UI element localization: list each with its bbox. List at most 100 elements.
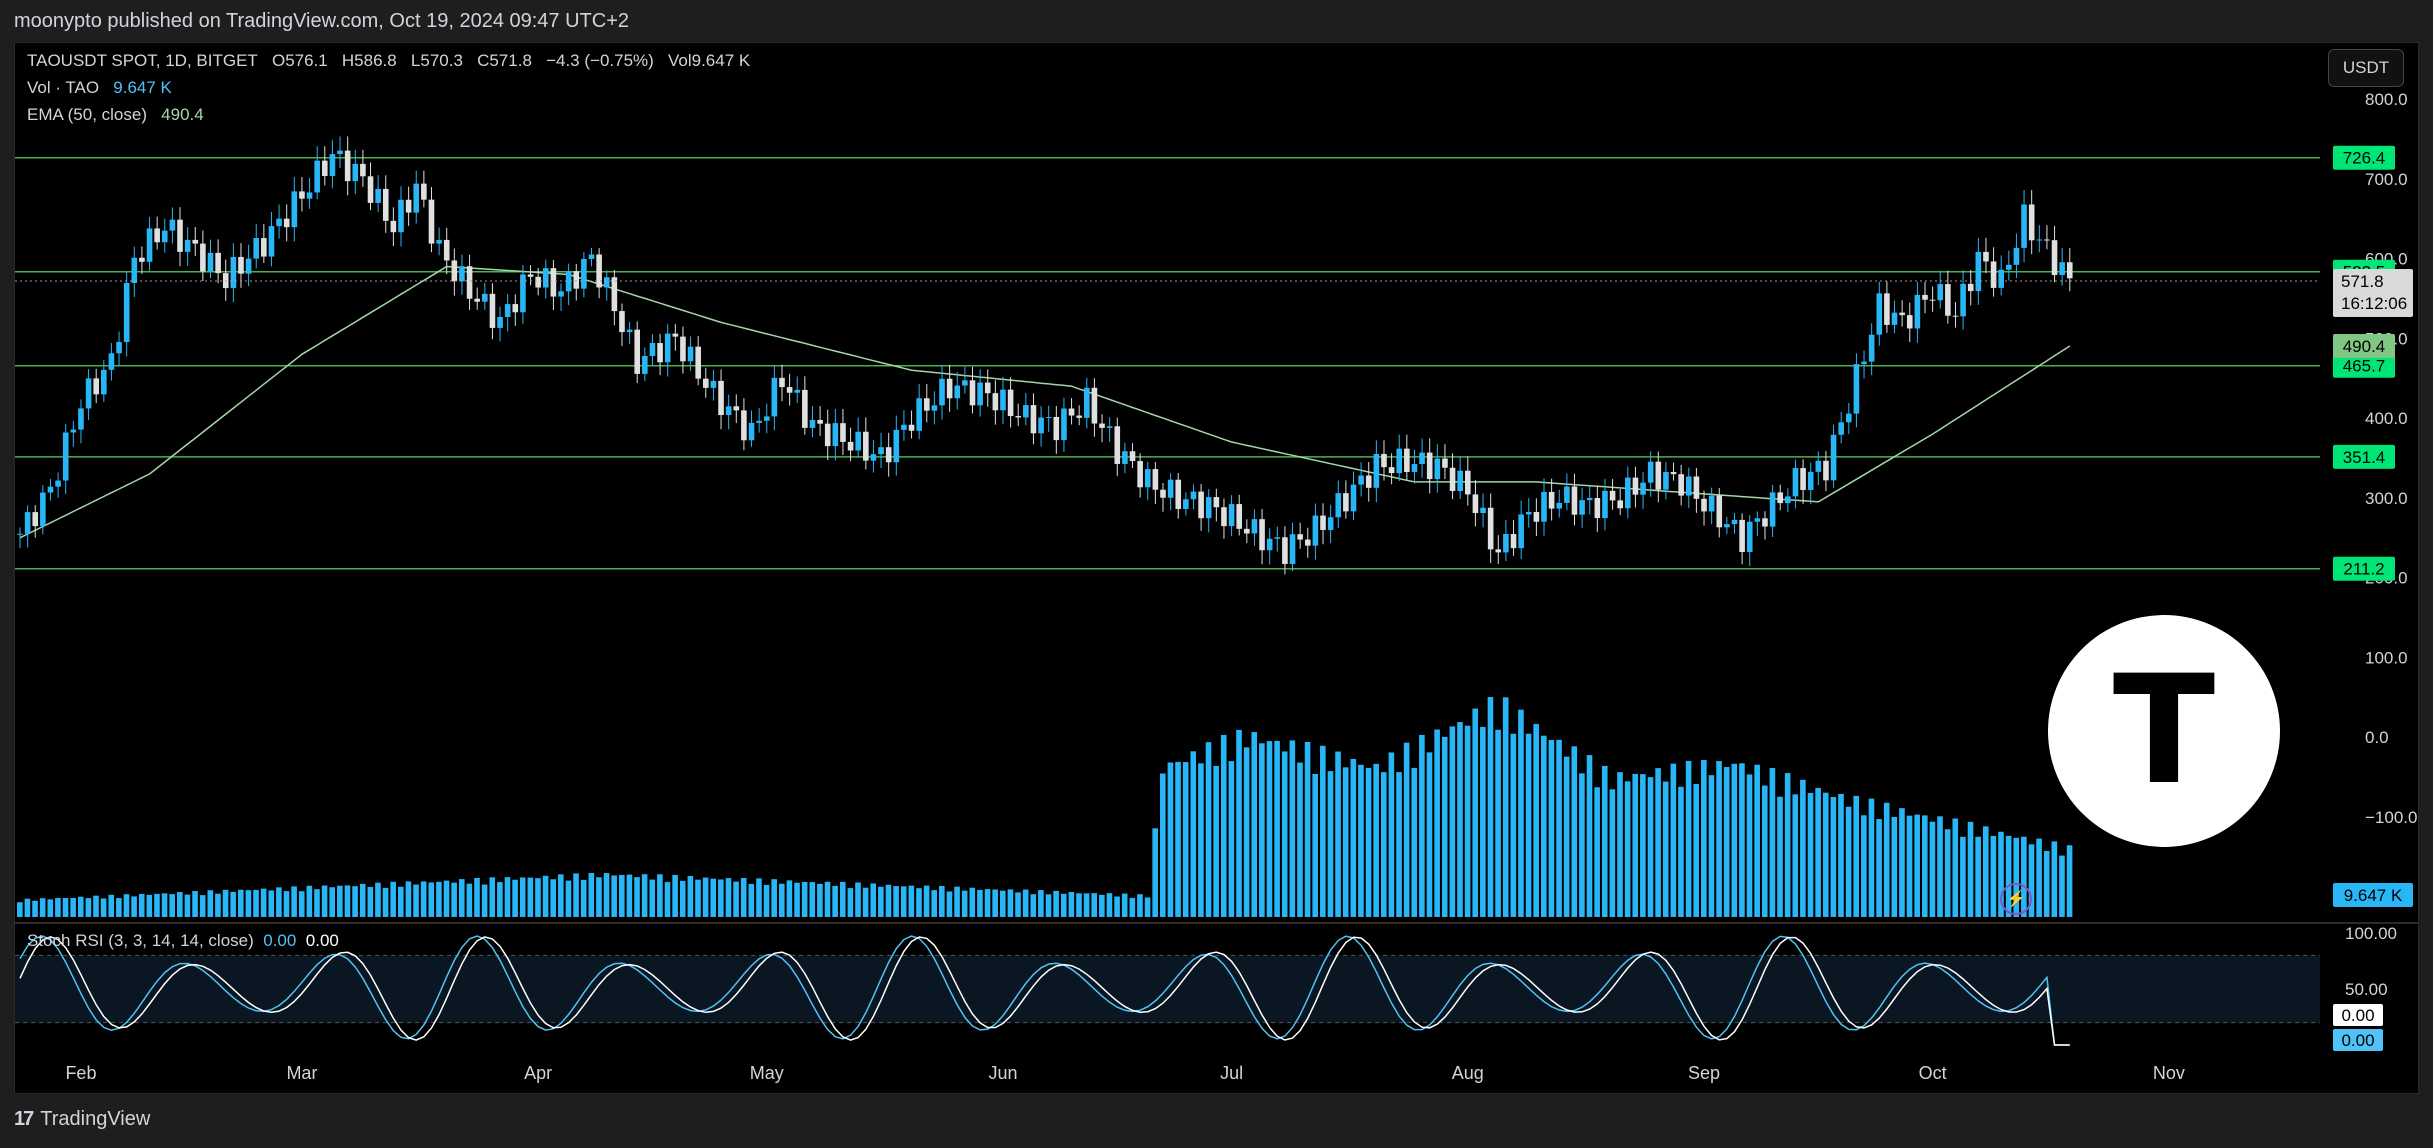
candle-body xyxy=(878,447,884,455)
candle-body xyxy=(215,252,221,274)
candle-body xyxy=(855,431,861,451)
ema-legend[interactable]: EMA (50, close) 490.4 xyxy=(27,105,204,125)
volume-legend[interactable]: Vol · TAO 9.647 K xyxy=(27,78,172,98)
candle-body xyxy=(1777,492,1784,504)
candle-body xyxy=(207,252,214,272)
y-tick-label: 300.0 xyxy=(2365,489,2408,508)
candle-body xyxy=(1122,451,1128,464)
volume-bar xyxy=(2066,845,2073,917)
candle-body xyxy=(1365,475,1372,488)
symbol-label[interactable]: TAOUSDT SPOT, 1D, BITGET xyxy=(27,51,258,70)
candle-body xyxy=(542,268,549,288)
volume-bar xyxy=(1579,773,1585,917)
volume-bar xyxy=(1723,767,1730,917)
candle-body xyxy=(1038,417,1044,434)
volume-bar xyxy=(1975,836,1981,917)
volume-bar xyxy=(786,880,793,917)
candle-body xyxy=(1205,497,1212,519)
volume-bar xyxy=(1213,765,1219,917)
volume-bar xyxy=(1746,774,1753,917)
candle-body xyxy=(802,389,808,428)
volume-bar xyxy=(1099,894,1105,917)
volume-bar xyxy=(946,891,953,917)
candle-body xyxy=(1708,495,1715,512)
candle-body xyxy=(527,274,534,277)
volume-bar xyxy=(1259,743,1265,917)
candle-body xyxy=(954,385,961,399)
price-chart-svg[interactable]: 800.0700.0600.0500.0400.0300.0200.0100.0… xyxy=(15,43,2418,1093)
volume-bar xyxy=(542,875,549,917)
candle-body xyxy=(1533,511,1540,522)
volume-bar xyxy=(405,881,412,917)
candle-body xyxy=(1655,461,1662,490)
candle-body xyxy=(581,258,587,289)
volume-legend-value: 9.647 K xyxy=(113,78,172,97)
candle-body xyxy=(108,353,115,370)
volume-bar xyxy=(1815,787,1821,917)
candle-body xyxy=(1251,519,1258,534)
volume-bar xyxy=(1533,724,1539,917)
chart-area[interactable]: 800.0700.0600.0500.0400.0300.0200.0100.0… xyxy=(14,42,2419,1094)
candle-body xyxy=(382,188,389,221)
candle-body xyxy=(101,369,107,395)
volume-bar xyxy=(839,881,846,917)
volume-bar xyxy=(1015,892,1021,917)
y-tick-label: 100.0 xyxy=(2365,648,2408,667)
lightning-icon[interactable]: ⚡ xyxy=(2000,883,2032,915)
volume-bar xyxy=(184,894,191,917)
currency-button[interactable]: USDT xyxy=(2328,49,2404,87)
y-tick-label: 0.0 xyxy=(2365,728,2389,747)
candle-body xyxy=(1762,518,1768,527)
volume-bar xyxy=(1883,802,1890,917)
stoch-d-line xyxy=(19,935,2070,1046)
candle-body xyxy=(139,257,145,262)
candle-body xyxy=(2021,204,2027,248)
candle-body xyxy=(1495,549,1502,553)
volume-bar xyxy=(497,882,503,917)
volume-bar xyxy=(1754,764,1760,917)
volume-bar xyxy=(1365,767,1372,917)
volume-bar xyxy=(1457,722,1463,917)
volume-label: 9.647 K xyxy=(2344,886,2403,905)
volume-bar xyxy=(565,880,572,917)
candle-body xyxy=(131,257,138,283)
volume-bar xyxy=(306,885,313,917)
candle-body xyxy=(1099,423,1105,428)
volume-bar xyxy=(931,890,937,917)
volume-bar xyxy=(862,887,869,917)
volume-bar xyxy=(474,877,480,917)
volume-bar xyxy=(2005,835,2012,917)
footer-brand[interactable]: 17 TradingView xyxy=(14,1108,150,1131)
candle-body xyxy=(763,416,770,421)
candle-body xyxy=(939,378,945,406)
candle-body xyxy=(161,230,168,243)
candle-body xyxy=(1396,448,1403,474)
level-label-bg xyxy=(2333,556,2395,581)
volume-bar xyxy=(519,877,526,917)
volume-bar xyxy=(1685,760,1692,917)
y-tick-label: −100.0 xyxy=(2365,808,2417,827)
volume-bar xyxy=(756,878,762,917)
volume-bar xyxy=(1701,760,1707,917)
candle-body xyxy=(47,486,54,493)
candle-body xyxy=(588,254,595,259)
candle-body xyxy=(962,380,968,386)
volume-bar xyxy=(588,872,595,917)
candle-body xyxy=(1929,299,1936,301)
volume-bar xyxy=(2043,850,2050,917)
candle-body xyxy=(672,333,679,337)
candle-body xyxy=(2006,264,2012,270)
volume-bar xyxy=(260,888,267,917)
volume-bar xyxy=(1175,761,1181,917)
candle-body xyxy=(230,256,237,289)
stoch-rsi-legend[interactable]: Stoch RSI (3, 3, 14, 14, close) 0.00 0.0… xyxy=(27,931,339,951)
candle-body xyxy=(1815,460,1822,472)
candle-body xyxy=(1983,251,1989,262)
x-tick-label: Apr xyxy=(524,1063,552,1083)
volume-bar xyxy=(1518,709,1524,917)
volume-bar xyxy=(1167,762,1174,917)
volume-label: Vol · TAO xyxy=(27,78,100,97)
volume-bar xyxy=(1922,815,1928,917)
candle-body xyxy=(1259,519,1265,551)
candle-body xyxy=(367,176,374,203)
